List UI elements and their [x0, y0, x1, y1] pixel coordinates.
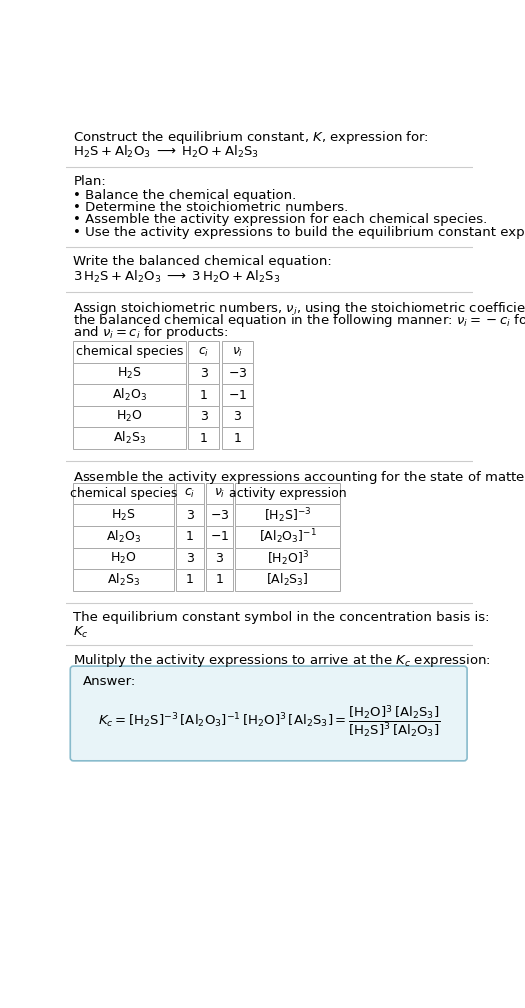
Text: and $\nu_i = c_i$ for products:: and $\nu_i = c_i$ for products:: [74, 325, 229, 342]
Bar: [176, 547, 204, 570]
Text: $3\,\text{H}_2\text{S} + \text{Al}_2\text{O}_3 \;\longrightarrow\; 3\,\text{H}_2: $3\,\text{H}_2\text{S} + \text{Al}_2\tex…: [74, 269, 280, 285]
Bar: [188, 406, 219, 427]
Text: $-1$: $-1$: [210, 530, 229, 543]
Text: 1: 1: [200, 388, 207, 401]
Text: chemical species: chemical species: [70, 487, 177, 500]
Text: $\text{Al}_2\text{S}_3$: $\text{Al}_2\text{S}_3$: [113, 430, 146, 447]
Text: activity expression: activity expression: [229, 487, 346, 500]
Text: $\text{H}_2\text{O}$: $\text{H}_2\text{O}$: [116, 409, 143, 424]
Text: Construct the equilibrium constant, $K$, expression for:: Construct the equilibrium constant, $K$,…: [74, 129, 429, 146]
Bar: [235, 547, 340, 570]
Text: 3: 3: [186, 509, 194, 522]
Text: $\nu_i$: $\nu_i$: [232, 346, 244, 359]
Text: Write the balanced chemical equation:: Write the balanced chemical equation:: [74, 255, 332, 268]
Bar: [222, 363, 253, 384]
Text: $\text{Al}_2\text{O}_3$: $\text{Al}_2\text{O}_3$: [106, 529, 141, 544]
Text: chemical species: chemical species: [76, 346, 183, 359]
Bar: [74, 483, 174, 504]
Text: 3: 3: [186, 551, 194, 564]
Text: $-1$: $-1$: [228, 388, 247, 401]
Text: 1: 1: [200, 431, 207, 445]
Text: $\text{H}_2\text{S}$: $\text{H}_2\text{S}$: [117, 366, 142, 381]
Text: The equilibrium constant symbol in the concentration basis is:: The equilibrium constant symbol in the c…: [74, 611, 490, 624]
Bar: [235, 526, 340, 547]
Text: $\text{H}_2\text{S} + \text{Al}_2\text{O}_3 \;\longrightarrow\; \text{H}_2\text{: $\text{H}_2\text{S} + \text{Al}_2\text{O…: [74, 144, 259, 160]
Bar: [74, 341, 186, 363]
Bar: [188, 384, 219, 406]
Bar: [176, 483, 204, 504]
Bar: [74, 363, 186, 384]
Text: $\text{Al}_2\text{O}_3$: $\text{Al}_2\text{O}_3$: [112, 387, 147, 403]
Text: $K_c$: $K_c$: [74, 625, 89, 640]
Text: Assemble the activity expressions accounting for the state of matter and $\nu_i$: Assemble the activity expressions accoun…: [74, 469, 525, 486]
Text: • Assemble the activity expression for each chemical species.: • Assemble the activity expression for e…: [74, 214, 488, 227]
Bar: [235, 570, 340, 591]
Bar: [206, 504, 233, 526]
Bar: [176, 504, 204, 526]
Bar: [222, 406, 253, 427]
Text: 1: 1: [186, 574, 194, 587]
Text: $3$: $3$: [215, 551, 224, 564]
Text: $[\text{Al}_2\text{S}_3]$: $[\text{Al}_2\text{S}_3]$: [266, 572, 309, 588]
Text: Assign stoichiometric numbers, $\nu_i$, using the stoichiometric coefficients, $: Assign stoichiometric numbers, $\nu_i$, …: [74, 299, 525, 317]
Text: $1$: $1$: [215, 574, 224, 587]
Text: $3$: $3$: [233, 410, 242, 423]
Text: $c_i$: $c_i$: [198, 346, 209, 359]
Bar: [206, 526, 233, 547]
Text: $1$: $1$: [233, 431, 242, 445]
Bar: [74, 384, 186, 406]
Text: $[\text{H}_2\text{S}]^{-3}$: $[\text{H}_2\text{S}]^{-3}$: [264, 506, 311, 524]
Bar: [188, 341, 219, 363]
Text: Mulitply the activity expressions to arrive at the $K_c$ expression:: Mulitply the activity expressions to arr…: [74, 652, 491, 669]
Text: the balanced chemical equation in the following manner: $\nu_i = -c_i$ for react: the balanced chemical equation in the fo…: [74, 311, 525, 329]
Bar: [206, 547, 233, 570]
Bar: [222, 341, 253, 363]
Bar: [74, 547, 174, 570]
Bar: [206, 483, 233, 504]
Text: $-3$: $-3$: [210, 509, 229, 522]
Bar: [235, 504, 340, 526]
Text: $K_c = [\text{H}_2\text{S}]^{-3}\,[\text{Al}_2\text{O}_3]^{-1}\,[\text{H}_2\text: $K_c = [\text{H}_2\text{S}]^{-3}\,[\text…: [98, 704, 440, 740]
Text: • Determine the stoichiometric numbers.: • Determine the stoichiometric numbers.: [74, 201, 349, 214]
Text: Answer:: Answer:: [82, 675, 136, 688]
Bar: [176, 570, 204, 591]
Text: • Balance the chemical equation.: • Balance the chemical equation.: [74, 188, 297, 202]
Text: 3: 3: [200, 410, 207, 423]
Text: $c_i$: $c_i$: [184, 487, 196, 500]
Text: 3: 3: [200, 367, 207, 380]
Text: 1: 1: [186, 530, 194, 543]
Bar: [222, 427, 253, 449]
Bar: [235, 483, 340, 504]
Bar: [188, 363, 219, 384]
Bar: [176, 526, 204, 547]
FancyBboxPatch shape: [70, 666, 467, 761]
Text: Plan:: Plan:: [74, 174, 106, 187]
Text: $\text{H}_2\text{S}$: $\text{H}_2\text{S}$: [111, 508, 136, 523]
Text: • Use the activity expressions to build the equilibrium constant expression.: • Use the activity expressions to build …: [74, 226, 525, 239]
Bar: [206, 570, 233, 591]
Text: $[\text{H}_2\text{O}]^{3}$: $[\text{H}_2\text{O}]^{3}$: [267, 549, 309, 568]
Text: $-3$: $-3$: [228, 367, 247, 380]
Text: $\text{H}_2\text{O}$: $\text{H}_2\text{O}$: [110, 550, 137, 565]
Bar: [74, 504, 174, 526]
Text: $\text{Al}_2\text{S}_3$: $\text{Al}_2\text{S}_3$: [107, 572, 140, 588]
Text: $[\text{Al}_2\text{O}_3]^{-1}$: $[\text{Al}_2\text{O}_3]^{-1}$: [259, 527, 317, 546]
Bar: [74, 570, 174, 591]
Text: $\nu_i$: $\nu_i$: [214, 487, 225, 500]
Bar: [188, 427, 219, 449]
Bar: [74, 526, 174, 547]
Bar: [74, 427, 186, 449]
Bar: [74, 406, 186, 427]
Bar: [222, 384, 253, 406]
